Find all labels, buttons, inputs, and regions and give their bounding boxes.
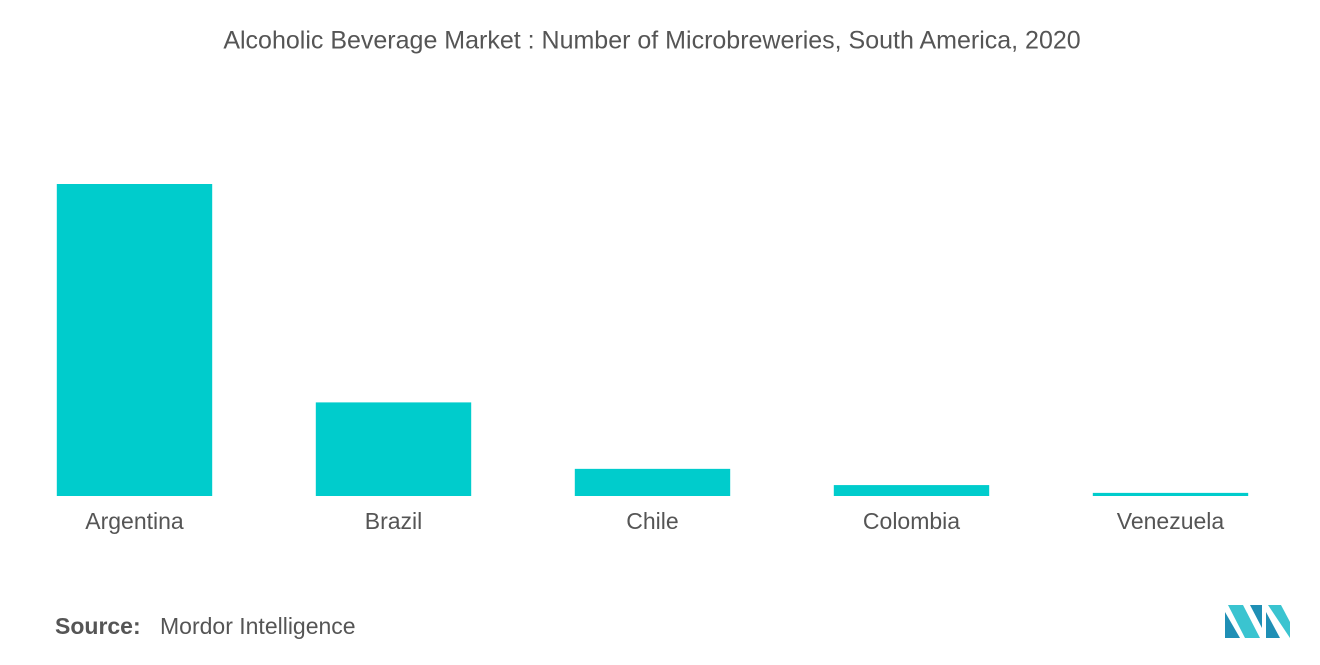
source-label: Source: xyxy=(55,613,141,639)
bar xyxy=(315,402,472,496)
x-tick-label: Chile xyxy=(626,508,678,534)
x-tick-label: Brazil xyxy=(365,508,423,534)
x-tick-label: Venezuela xyxy=(1117,508,1225,534)
bar xyxy=(56,184,213,496)
x-tick-label: Colombia xyxy=(863,508,960,534)
source: Mordor Intelligence xyxy=(160,613,356,639)
bar xyxy=(1092,492,1249,496)
logo xyxy=(1225,605,1290,638)
x-tick-label: Argentina xyxy=(85,508,184,534)
chart-title: Alcoholic Beverage Market : Number of Mi… xyxy=(223,27,1080,55)
bar xyxy=(574,468,731,496)
bar xyxy=(833,485,990,496)
